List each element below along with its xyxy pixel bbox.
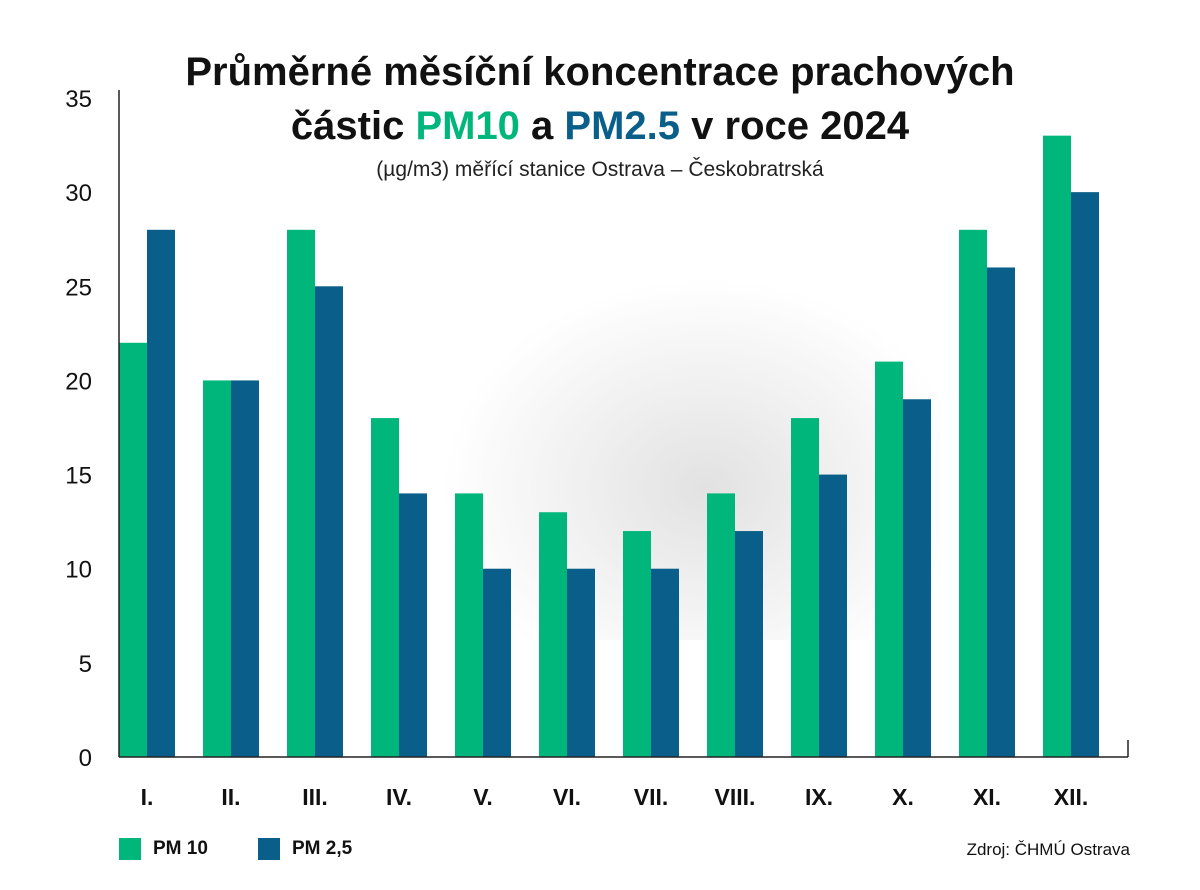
x-tick-label: IV.: [386, 784, 412, 810]
bar-pm25: [1071, 192, 1099, 758]
bar-pm25: [231, 380, 259, 757]
y-tick-label: 30: [65, 180, 92, 207]
y-tick-label: 25: [65, 274, 92, 301]
title-pm25: PM2.5: [564, 104, 681, 148]
bar-pm25: [399, 493, 427, 757]
bar-pm10: [455, 493, 483, 757]
bar-pm10: [875, 361, 903, 757]
title-suffix: v roce 2024: [680, 104, 910, 148]
x-tick-label: V.: [473, 784, 493, 810]
y-tick-label: 20: [65, 368, 92, 395]
title-and: a: [519, 104, 565, 148]
y-tick-label: 15: [65, 463, 92, 490]
legend-swatch-pm25: [258, 838, 280, 860]
bar-pm25: [651, 568, 679, 757]
x-tick-label: IX.: [805, 784, 833, 810]
y-tick-label: 0: [79, 745, 92, 772]
x-tick-label: VII.: [634, 784, 669, 810]
bar-pm25: [903, 399, 931, 757]
bar-pm10: [287, 229, 315, 758]
y-tick-label: 35: [65, 86, 92, 113]
x-tick-label: X.: [892, 784, 914, 810]
bar-pm10: [119, 342, 147, 757]
x-tick-label: VI.: [553, 784, 581, 810]
bar-pm25: [315, 286, 343, 757]
y-tick-label: 5: [79, 651, 92, 678]
bar-pm10: [371, 418, 399, 757]
x-tick-label: VIII.: [715, 784, 756, 810]
bar-pm25: [987, 267, 1015, 757]
bar-pm25: [147, 229, 175, 758]
x-tick-label: I.: [141, 784, 154, 810]
bar-pm10: [959, 229, 987, 758]
bar-pm10: [623, 531, 651, 757]
x-tick-label: XII.: [1054, 784, 1089, 810]
x-tick-label: XI.: [973, 784, 1001, 810]
source-note: Zdroj: ČHMÚ Ostrava: [966, 840, 1130, 859]
bar-pm25: [567, 568, 595, 757]
x-tick-label: II.: [221, 784, 240, 810]
legend-pm10: PM 10: [119, 838, 208, 860]
bar-pm25: [819, 474, 847, 757]
legend-label-pm25: PM 2,5: [292, 838, 353, 859]
y-tick-label: 10: [65, 557, 92, 584]
bar-pm25: [483, 568, 511, 757]
bar-pm25: [735, 531, 763, 757]
bar-pm10: [1043, 135, 1071, 757]
bar-pm10: [707, 493, 735, 757]
bar-pm10: [203, 380, 231, 757]
legend-label-pm10: PM 10: [153, 838, 208, 859]
legend-pm25: PM 2,5: [258, 838, 352, 860]
title-text: částic: [290, 104, 416, 148]
chart-subtitle: (µg/m3) měřící stanice Ostrava – Českobr…: [376, 158, 824, 181]
bar-pm10: [791, 418, 819, 757]
title-pm10: PM10: [415, 104, 520, 148]
bar-pm10: [539, 512, 567, 757]
x-tick-label: III.: [302, 784, 328, 810]
chart-title-line2: částic PM10 a PM2.5 v roce 2024: [0, 104, 1200, 149]
legend-swatch-pm10: [119, 838, 141, 860]
chart-title-line1: Průměrné měsíční koncentrace prachových: [185, 50, 1015, 94]
